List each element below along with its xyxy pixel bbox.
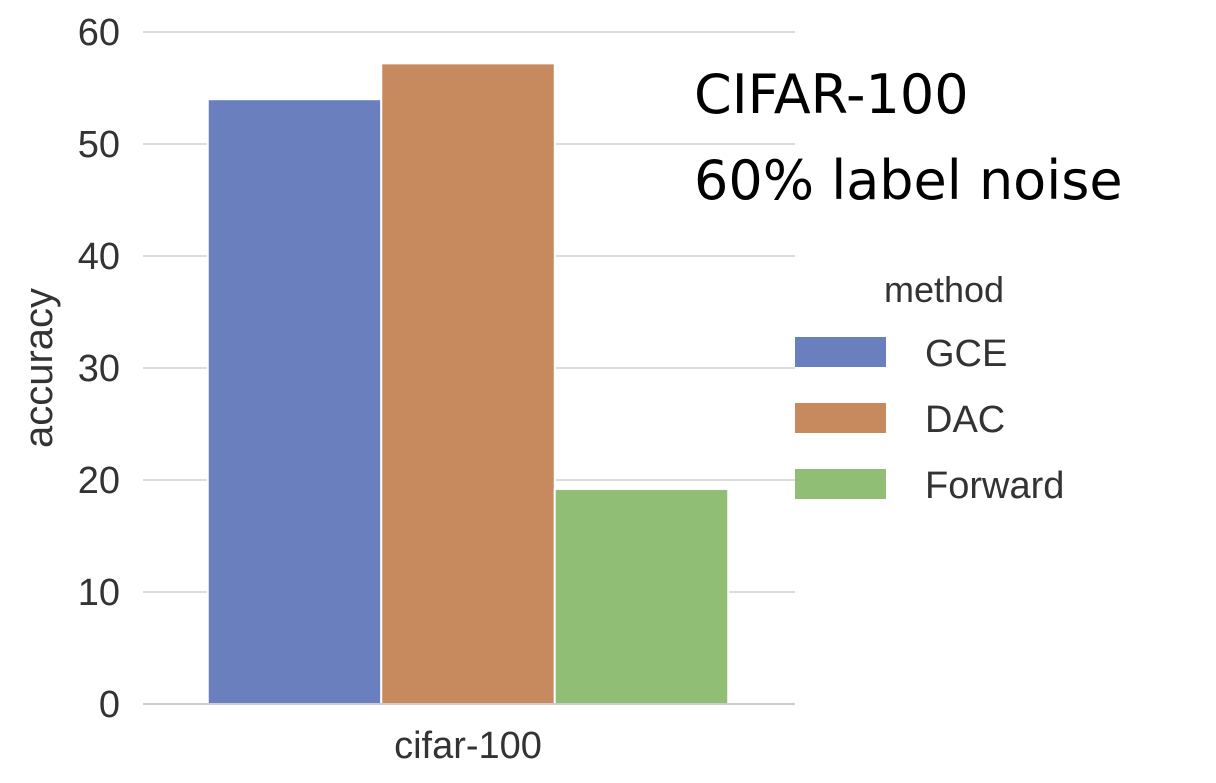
y-tick-label: 40	[78, 236, 120, 278]
legend-label-dac: DAC	[925, 399, 1005, 441]
y-tick-label: 50	[78, 124, 120, 166]
annotation-noise: 60% label noise	[694, 149, 1123, 212]
y-tick-labels: 0 10 20 30 40 50 60	[78, 12, 120, 726]
legend: method GCE DAC Forward	[795, 269, 1064, 507]
y-tick-label: 20	[78, 460, 120, 502]
legend-swatch-gce	[795, 337, 886, 367]
legend-title: method	[884, 269, 1004, 310]
legend-swatch-forward	[795, 469, 886, 499]
legend-label-gce: GCE	[925, 333, 1007, 375]
bars	[206, 62, 730, 706]
bar-dac	[380, 62, 556, 706]
bar-gce	[206, 98, 383, 705]
y-tick-label: 30	[78, 348, 120, 390]
y-tick-label: 0	[99, 684, 120, 726]
annotation-dataset: CIFAR-100	[694, 63, 969, 126]
x-tick-label: cifar-100	[394, 725, 542, 767]
x-tick-labels: cifar-100	[394, 725, 542, 767]
y-tick-label: 60	[78, 12, 120, 54]
legend-label-forward: Forward	[925, 465, 1064, 507]
y-tick-label: 10	[78, 572, 120, 614]
legend-swatch-dac	[795, 403, 886, 433]
y-axis-title: accuracy	[17, 288, 61, 448]
bar-forward	[553, 487, 730, 705]
